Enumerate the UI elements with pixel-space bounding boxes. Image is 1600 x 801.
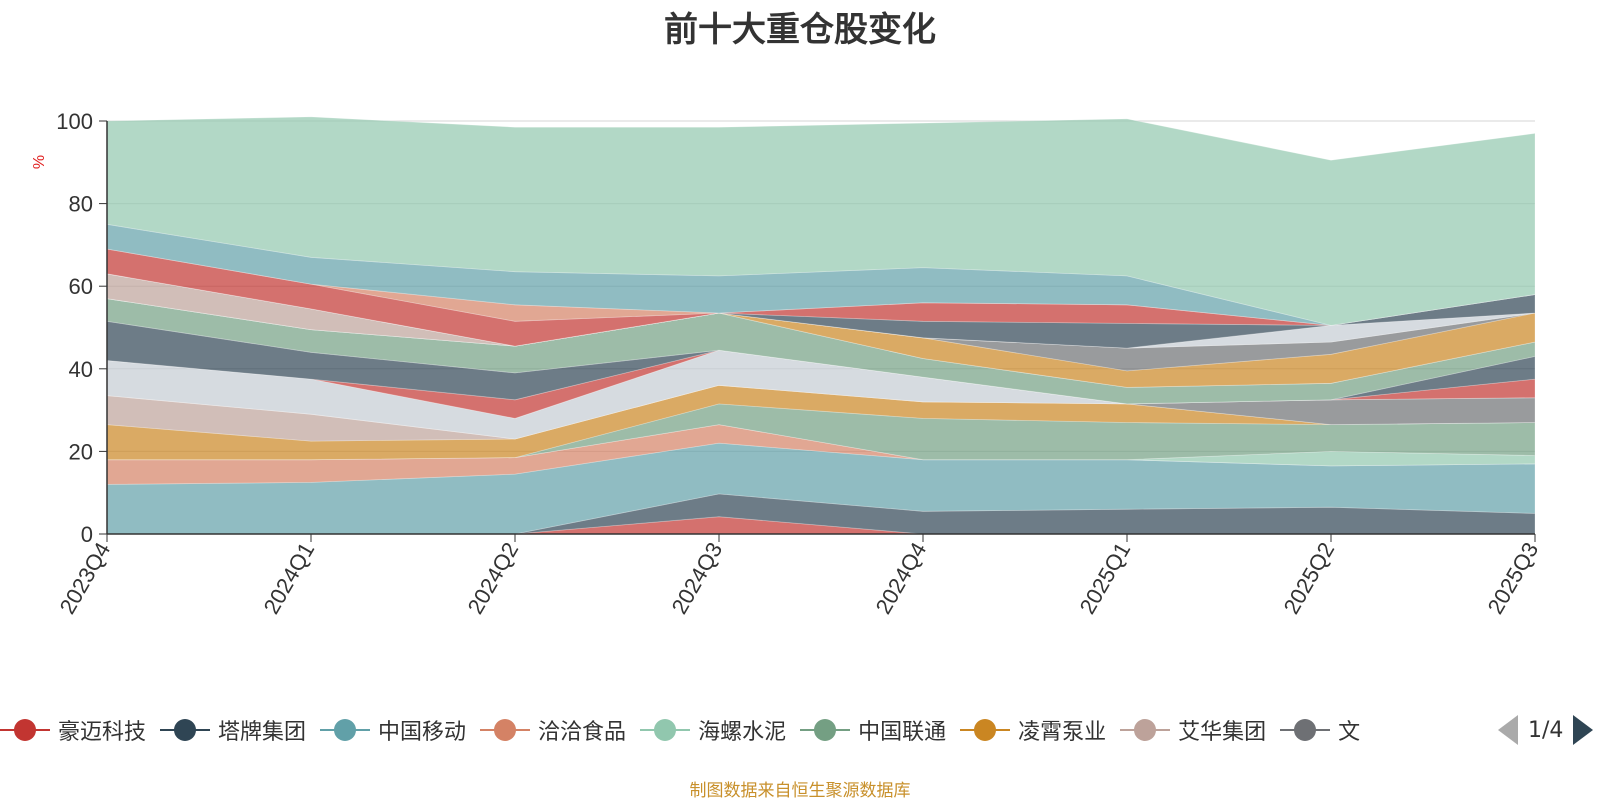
legend-marker-icon — [1120, 718, 1171, 742]
legend-page-indicator: 1/4 — [1528, 717, 1564, 743]
y-tick-label-3: 60 — [69, 274, 93, 299]
x-tick-label-7: 2025Q3 — [1483, 538, 1544, 618]
legend-item-4[interactable]: 海螺水泥 — [640, 712, 786, 748]
legend-next-page-icon[interactable] — [1573, 715, 1594, 745]
legend-marker-icon — [640, 718, 691, 742]
legend-item-1[interactable]: 塔牌集团 — [160, 712, 306, 748]
legend-label: 塔牌集团 — [218, 720, 307, 745]
legend-item-7[interactable]: 艾华集团 — [1120, 712, 1266, 748]
legend-marker-icon — [480, 718, 531, 742]
legend-prev-page-icon[interactable] — [1498, 715, 1518, 745]
legend-marker-icon — [960, 718, 1011, 742]
legend-label: 中国移动 — [378, 720, 467, 745]
legend: 豪迈科技 塔牌集团 中国移动 洽洽食品 海螺水泥 中国联通 凌霄泵业 艾华集团 文 1/4 — [0, 712, 1600, 748]
legend-marker-icon — [160, 718, 211, 742]
y-tick-label-1: 20 — [69, 439, 93, 464]
x-tick-label-1: 2024Q1 — [259, 538, 320, 618]
legend-label: 文 — [1338, 720, 1361, 745]
legend-label: 豪迈科技 — [58, 720, 147, 745]
legend-item-2[interactable]: 中国移动 — [320, 712, 466, 748]
area-series-1 — [107, 493, 1536, 535]
legend-label: 凌霄泵业 — [1018, 720, 1107, 745]
y-tick-label-4: 80 — [69, 192, 93, 217]
legend-marker-icon — [1280, 718, 1331, 742]
legend-label: 洽洽食品 — [538, 720, 627, 745]
x-tick-label-2: 2024Q2 — [463, 538, 524, 618]
x-tick-label-6: 2025Q2 — [1279, 538, 1340, 618]
chart-title: 前十大重仓股变化 — [664, 10, 936, 50]
legend-item-6[interactable]: 凌霄泵业 — [960, 712, 1106, 748]
y-tick-label-0: 0 — [81, 522, 93, 547]
area-chart: 0 20 40 60 80 100 2023Q4 2024Q1 2024Q2 2024Q3 2024… — [31, 109, 1544, 618]
legend-label: 海螺水泥 — [698, 720, 787, 745]
legend-item-8[interactable]: 文 — [1280, 712, 1360, 748]
legend-items: 豪迈科技 塔牌集团 中国移动 洽洽食品 海螺水泥 中国联通 凌霄泵业 艾华集团 文 — [0, 712, 1465, 748]
legend-item-0[interactable]: 豪迈科技 — [0, 712, 146, 748]
legend-marker-icon — [800, 718, 851, 742]
legend-label: 艾华集团 — [1178, 720, 1267, 745]
y-tick-label-5: 100 — [56, 109, 93, 134]
data-source-note: 制图数据来自恒生聚源数据库 — [689, 781, 911, 801]
x-tick-label-4: 2024Q4 — [871, 538, 932, 618]
legend-label: 中国联通 — [858, 720, 947, 745]
x-tick-label-5: 2025Q1 — [1075, 538, 1136, 618]
area-layer — [106, 116, 1536, 535]
legend-pager: 1/4 — [1498, 712, 1594, 748]
legend-item-5[interactable]: 中国联通 — [800, 712, 946, 748]
x-tick-label-3: 2024Q3 — [667, 538, 728, 618]
legend-item-3[interactable]: 洽洽食品 — [480, 712, 626, 748]
legend-marker-icon — [0, 718, 50, 742]
x-tick-label-0: 2023Q4 — [55, 538, 116, 618]
area-series-22 — [106, 116, 1536, 326]
y-axis-label: % — [31, 155, 48, 169]
legend-marker-icon — [320, 718, 371, 742]
y-tick-label-2: 40 — [69, 357, 93, 382]
